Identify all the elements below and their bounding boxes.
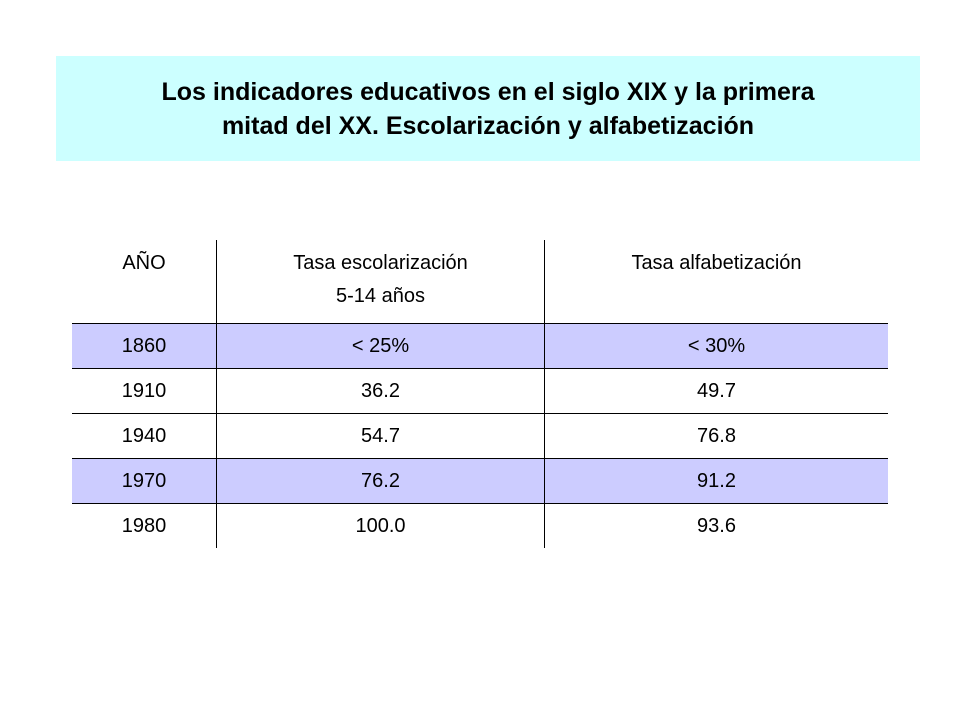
table-row: 1910 36.2 49.7 [72, 368, 888, 413]
header-schooling-label: Tasa escolarización [293, 252, 468, 274]
education-indicators-table: AÑO Tasa escolarización 5-14 años Tasa a… [72, 240, 888, 548]
table-row: 1860 < 25% < 30% [72, 323, 888, 368]
schooling-cell: 100.0 [216, 503, 544, 548]
year-cell: 1970 [72, 458, 216, 503]
title-banner: Los indicadores educativos en el siglo X… [56, 56, 920, 161]
year-cell: 1910 [72, 368, 216, 413]
header-year-label: AÑO [122, 252, 166, 274]
year-cell: 1940 [72, 413, 216, 458]
title-line-2: mitad del XX. Escolarización y alfabetiz… [221, 111, 755, 140]
header-schooling-rate: Tasa escolarización 5-14 años [216, 240, 544, 323]
header-literacy-label: Tasa alfabetización [631, 252, 802, 274]
literacy-cell: 49.7 [544, 368, 888, 413]
schooling-cell: 54.7 [216, 413, 544, 458]
schooling-cell: 76.2 [216, 458, 544, 503]
literacy-cell: 93.6 [544, 503, 888, 548]
table-row: 1940 54.7 76.8 [72, 413, 888, 458]
header-literacy-rate: Tasa alfabetización [544, 240, 888, 323]
table-row: 1980 100.0 93.6 [72, 503, 888, 548]
schooling-cell: 36.2 [216, 368, 544, 413]
year-cell: 1980 [72, 503, 216, 548]
table-header-row: AÑO Tasa escolarización 5-14 años Tasa a… [72, 240, 888, 323]
header-schooling-age-range: 5-14 años [336, 285, 425, 307]
header-year: AÑO [72, 240, 216, 323]
schooling-cell: < 25% [216, 323, 544, 368]
year-cell: 1860 [72, 323, 216, 368]
table-row: 1970 76.2 91.2 [72, 458, 888, 503]
literacy-cell: 76.8 [544, 413, 888, 458]
title-line-1: Los indicadores educativos en el siglo X… [161, 77, 815, 106]
literacy-cell: < 30% [544, 323, 888, 368]
literacy-cell: 91.2 [544, 458, 888, 503]
